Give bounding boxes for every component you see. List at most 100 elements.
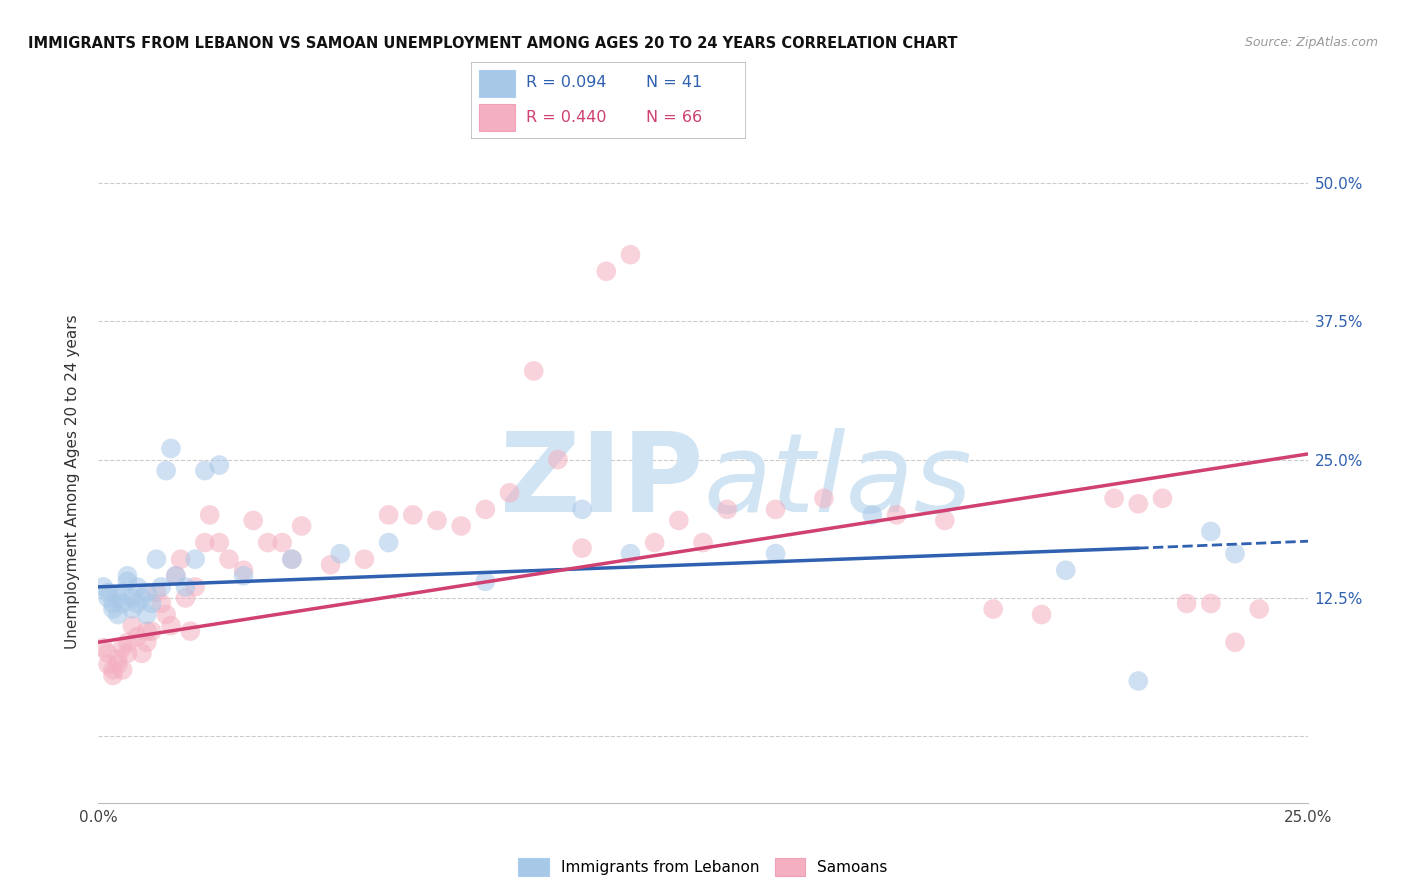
Text: N = 41: N = 41	[647, 76, 703, 90]
Point	[290, 519, 312, 533]
Point	[1223, 547, 1246, 561]
Point	[281, 552, 304, 566]
Point	[107, 652, 129, 666]
Point	[377, 508, 399, 522]
Point	[91, 580, 114, 594]
Point	[101, 668, 124, 682]
Point	[97, 591, 120, 605]
Point	[107, 591, 129, 605]
Point	[281, 552, 304, 566]
Legend: Immigrants from Lebanon, Samoans: Immigrants from Lebanon, Samoans	[512, 852, 894, 882]
Point	[127, 580, 149, 594]
Point	[1199, 597, 1222, 611]
Point	[271, 535, 294, 549]
Point	[121, 591, 143, 605]
Text: IMMIGRANTS FROM LEBANON VS SAMOAN UNEMPLOYMENT AMONG AGES 20 TO 24 YEARS CORRELA: IMMIGRANTS FROM LEBANON VS SAMOAN UNEMPL…	[28, 36, 957, 51]
Point	[242, 513, 264, 527]
Point	[117, 569, 139, 583]
Point	[402, 508, 425, 522]
Point	[813, 491, 835, 506]
Point	[184, 580, 207, 594]
Text: R = 0.094: R = 0.094	[526, 76, 606, 90]
Point	[619, 248, 641, 262]
Point	[547, 452, 569, 467]
Point	[97, 585, 120, 599]
Point	[135, 624, 157, 639]
Point	[571, 502, 593, 516]
Point	[135, 635, 157, 649]
Point	[218, 552, 240, 566]
Point	[329, 547, 352, 561]
Bar	[479, 104, 515, 130]
Point	[131, 591, 153, 605]
Point	[107, 657, 129, 672]
Point	[101, 663, 124, 677]
Point	[111, 597, 134, 611]
Point	[668, 513, 690, 527]
Text: atlas: atlas	[703, 428, 972, 535]
Point	[981, 602, 1004, 616]
Point	[1128, 673, 1150, 688]
Point	[426, 513, 449, 527]
Point	[155, 464, 177, 478]
Text: Source: ZipAtlas.com: Source: ZipAtlas.com	[1244, 36, 1378, 49]
Point	[127, 630, 149, 644]
Point	[97, 657, 120, 672]
Point	[860, 508, 883, 522]
Point	[765, 502, 787, 516]
Point	[208, 535, 231, 549]
Point	[194, 464, 217, 478]
Point	[716, 502, 738, 516]
Point	[160, 442, 183, 456]
Point	[179, 624, 201, 639]
Point	[131, 646, 153, 660]
Text: N = 66: N = 66	[647, 110, 703, 125]
Point	[498, 485, 520, 500]
Y-axis label: Unemployment Among Ages 20 to 24 years: Unemployment Among Ages 20 to 24 years	[65, 314, 80, 649]
Point	[523, 364, 546, 378]
Point	[121, 602, 143, 616]
Point	[765, 547, 787, 561]
Point	[1031, 607, 1053, 622]
Text: ZIP: ZIP	[499, 428, 703, 535]
Point	[141, 597, 163, 611]
Point	[111, 663, 134, 677]
Point	[198, 508, 221, 522]
Point	[232, 563, 254, 577]
Point	[150, 580, 173, 594]
Point	[135, 607, 157, 622]
Point	[97, 646, 120, 660]
Point	[121, 618, 143, 632]
Point	[692, 535, 714, 549]
Point	[1223, 635, 1246, 649]
Point	[319, 558, 342, 572]
Point	[1102, 491, 1125, 506]
Point	[107, 607, 129, 622]
Point	[184, 552, 207, 566]
Point	[1152, 491, 1174, 506]
Point	[644, 535, 666, 549]
Point	[934, 513, 956, 527]
Point	[886, 508, 908, 522]
Point	[117, 574, 139, 589]
Point	[141, 624, 163, 639]
Point	[91, 640, 114, 655]
Point	[111, 585, 134, 599]
Point	[474, 502, 496, 516]
Point	[145, 585, 167, 599]
Point	[194, 535, 217, 549]
Point	[232, 569, 254, 583]
Point	[127, 597, 149, 611]
Point	[101, 597, 124, 611]
Point	[174, 591, 197, 605]
Point	[150, 597, 173, 611]
Point	[165, 569, 187, 583]
Point	[101, 602, 124, 616]
Point	[256, 535, 278, 549]
Point	[1054, 563, 1077, 577]
Point	[450, 519, 472, 533]
Point	[1128, 497, 1150, 511]
Point	[353, 552, 375, 566]
Point	[474, 574, 496, 589]
Point	[571, 541, 593, 555]
